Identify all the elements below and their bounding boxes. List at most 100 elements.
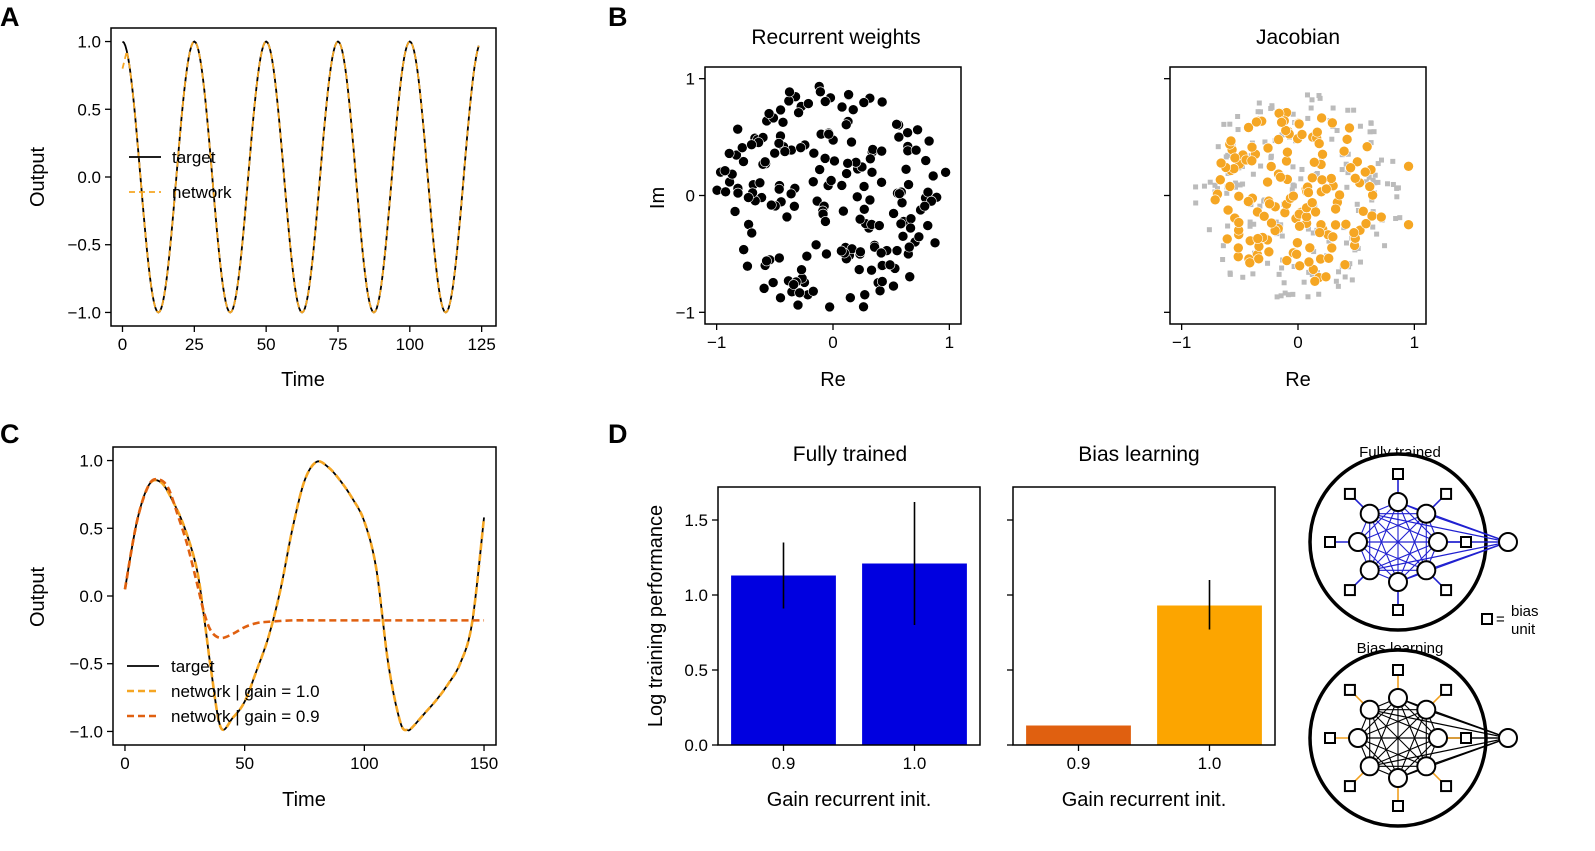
panel-b1-title: Recurrent weights [751,26,920,49]
eigenvalue-point [754,177,766,189]
panel-b2-plot-area [1193,92,1414,300]
panel-d2-title: Bias learning [1078,443,1199,466]
jacobian-gray-square-point [1384,181,1390,187]
jacobian-orange-point [1359,166,1371,178]
bias-unit-key: = bias unit [1481,603,1539,638]
panel-d2-xlabel: Gain recurrent init. [1062,789,1227,811]
jacobian-gray-square-point [1390,181,1396,187]
jacobian-gray-square-point [1276,271,1282,277]
eigenvalue-point [784,86,795,98]
jacobian-orange-point [1338,145,1350,157]
jacobian-gray-square-point [1214,186,1220,192]
bias-unit-square-icon [1324,732,1336,744]
panel-a-y-tick-label: 1.0 [77,33,101,52]
jacobian-gray-square-point [1290,291,1296,297]
jacobian-orange-point [1215,174,1226,186]
eigenvalue-point [803,98,814,109]
jacobian-gray-square-point [1329,136,1335,142]
eigenvalue-point [905,222,916,234]
bias-unit-square-icon [1392,468,1404,480]
jacobian-gray-square-point [1375,161,1381,167]
eigenvalue-point [847,104,859,115]
jacobian-orange-point [1229,152,1241,164]
jacobian-gray-square-point [1343,240,1349,246]
neuron-node [1428,728,1448,748]
panel-a-x-tick-label: 50 [257,335,276,354]
jacobian-gray-square-point [1301,279,1307,285]
eigenvalue-point [823,128,835,140]
bias-unit-key-line2: unit [1511,621,1536,638]
eigenvalue-point [845,292,856,304]
panel-d1-title: Fully trained [793,443,907,466]
eigenvalue-point [781,211,793,223]
eigenvalue-point [821,248,832,260]
panel-letter-c: C [0,419,20,449]
eigenvalue-point [897,231,909,242]
jacobian-gray-square-point [1250,271,1256,277]
jacobian-orange-point [1316,112,1327,124]
readout-edge [1426,513,1509,543]
panel-d1-ticks: 0.9 1.0 0.0 0.5 1.0 1.5 [684,511,926,773]
neuron-node [1359,756,1380,777]
jacobian-orange-point [1215,157,1227,169]
eigenvalue-point [742,260,753,272]
eigenvalue-point [794,287,805,299]
jacobian-gray-square-point [1279,265,1285,271]
jacobian-orange-outlier-point [1403,160,1414,172]
panel-letter-a: A [0,2,20,32]
panel-b2-x-tick-label: −1 [1172,333,1191,352]
panel-a-x-tick-label: 100 [396,335,424,354]
panel-d1-axes-frame [717,486,981,746]
jacobian-gray-square-point [1336,269,1342,275]
jacobian-orange-point [1360,218,1372,229]
jacobian-orange-point [1262,142,1274,154]
jacobian-gray-square-point [1281,280,1287,286]
jacobian-gray-square-point [1310,230,1316,236]
neuron-node [1416,503,1437,524]
jacobian-orange-point [1303,187,1314,198]
jacobian-gray-square-point [1247,219,1253,225]
panel-b1-plot-area [711,81,951,313]
jacobian-gray-square-point [1390,158,1396,164]
bias-unit-square-icon [1392,604,1404,616]
jacobian-gray-square-point [1394,185,1400,191]
jacobian-gray-square-point [1224,190,1230,196]
panel-c-line-chart: 0 50 100 150 −1.0 −0.5 0.0 0.5 1.0 Time Output t… [27,446,498,811]
eigenvalue-point [922,186,934,198]
panel-letter-b: B [608,2,628,32]
jacobian-orange-point [1224,181,1236,192]
jacobian-orange-point [1327,231,1339,243]
bias-unit-square-icon [1343,487,1356,500]
eigenvalue-point [876,96,888,108]
jacobian-gray-square-point [1235,127,1241,133]
jacobian-orange-point [1233,242,1244,254]
bias-unit-square-icon [1460,536,1472,548]
fully-trained-x-tick-label: 1.0 [903,754,927,773]
legend-c-target-label: target [171,657,215,676]
panel-b-recurrent-weights-scatter: Recurrent weights −1 0 1 −1 0 1 Re Im [647,26,962,391]
bias-unit-square-icon [1392,800,1404,812]
eigenvalue-point [903,241,915,253]
bias-unit-square-icon [1343,584,1356,597]
bias-unit-square-icon [1440,584,1453,597]
eigenvalue-point [824,301,835,313]
neuron-node [1388,492,1408,512]
eigenvalue-point [858,203,870,215]
eigenvalue-point [777,117,789,128]
jacobian-gray-square-point [1193,184,1199,190]
jacobian-gray-square-point [1334,128,1340,134]
jacobian-gray-square-point [1227,121,1233,127]
jacobian-orange-point [1251,116,1262,128]
eigenvalue-point [723,148,735,159]
eigenvalue-point [746,139,757,150]
bias-learning-bar [1026,725,1131,745]
jacobian-orange-point [1307,172,1318,184]
jacobian-gray-square-point [1212,182,1218,188]
readout-edge [1369,709,1509,739]
panel-b2-x-tick-label: 1 [1410,333,1419,352]
panel-a-legend: target network [129,148,232,202]
eigenvalue-point [910,144,922,156]
bias-unit-key-line1: bias [1511,603,1539,620]
jacobian-orange-point [1314,227,1325,238]
jacobian-orange-point [1330,203,1341,215]
